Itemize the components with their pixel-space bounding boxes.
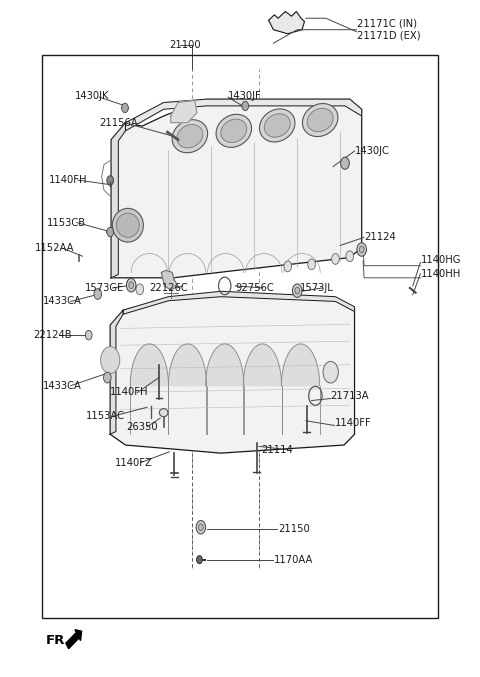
Text: 21150: 21150 — [278, 523, 310, 533]
Ellipse shape — [112, 209, 144, 242]
Polygon shape — [205, 344, 244, 386]
Text: 26350: 26350 — [126, 422, 158, 432]
Circle shape — [104, 372, 111, 383]
Circle shape — [199, 524, 203, 531]
Ellipse shape — [302, 104, 338, 137]
Circle shape — [323, 362, 338, 383]
Polygon shape — [110, 310, 123, 434]
Circle shape — [107, 176, 114, 185]
Circle shape — [284, 261, 291, 271]
Ellipse shape — [221, 119, 247, 143]
Polygon shape — [161, 270, 178, 290]
Text: 1140FH: 1140FH — [49, 175, 88, 185]
Text: 1140HH: 1140HH — [420, 269, 461, 279]
Ellipse shape — [116, 213, 139, 238]
Circle shape — [94, 288, 102, 299]
Circle shape — [136, 284, 144, 294]
Ellipse shape — [159, 409, 168, 417]
Polygon shape — [269, 12, 304, 34]
Circle shape — [107, 227, 114, 237]
Text: 22126C: 22126C — [149, 283, 188, 293]
Text: 1433CA: 1433CA — [42, 297, 81, 307]
Circle shape — [346, 251, 354, 261]
Polygon shape — [130, 344, 168, 386]
Polygon shape — [168, 344, 206, 386]
Text: 92756C: 92756C — [235, 283, 274, 293]
Text: 22124B: 22124B — [33, 330, 72, 340]
Text: 1153CB: 1153CB — [47, 217, 86, 227]
Circle shape — [341, 157, 349, 169]
Circle shape — [308, 259, 315, 269]
Text: 1140FF: 1140FF — [335, 418, 371, 429]
Text: 1152AA: 1152AA — [35, 243, 74, 253]
Circle shape — [332, 254, 339, 264]
Ellipse shape — [177, 125, 203, 148]
Text: 21713A: 21713A — [331, 391, 369, 401]
Polygon shape — [281, 344, 320, 386]
Text: 1430JF: 1430JF — [228, 91, 262, 101]
Circle shape — [126, 279, 134, 290]
Text: 1573JL: 1573JL — [300, 283, 334, 293]
Circle shape — [360, 246, 364, 253]
Circle shape — [129, 282, 133, 288]
Polygon shape — [171, 100, 197, 123]
Ellipse shape — [172, 120, 208, 153]
Bar — [42, 56, 438, 618]
Polygon shape — [125, 99, 362, 131]
Text: FR.: FR. — [45, 634, 70, 647]
Ellipse shape — [264, 114, 290, 137]
Circle shape — [85, 330, 92, 340]
Polygon shape — [111, 123, 125, 278]
Circle shape — [295, 287, 300, 294]
Polygon shape — [110, 292, 355, 453]
Polygon shape — [111, 99, 362, 278]
Text: 21171C (IN)
21171D (EX): 21171C (IN) 21171D (EX) — [357, 19, 420, 41]
Text: 1573GE: 1573GE — [85, 283, 124, 293]
Circle shape — [242, 101, 249, 110]
Text: 1170AA: 1170AA — [275, 554, 314, 565]
Circle shape — [357, 243, 366, 257]
Circle shape — [197, 556, 202, 564]
Polygon shape — [123, 291, 355, 314]
Text: 1140FZ: 1140FZ — [115, 458, 153, 468]
Circle shape — [196, 521, 205, 534]
Text: 21124: 21124 — [364, 232, 396, 242]
Polygon shape — [243, 344, 281, 386]
Text: 1153AC: 1153AC — [86, 411, 125, 421]
FancyArrow shape — [66, 630, 82, 649]
Circle shape — [101, 347, 120, 374]
Text: 21114: 21114 — [262, 445, 293, 455]
Text: 1430JK: 1430JK — [75, 91, 110, 101]
Text: 1430JC: 1430JC — [355, 146, 389, 156]
Text: 1140HG: 1140HG — [420, 255, 461, 265]
Text: 21100: 21100 — [169, 40, 201, 50]
Circle shape — [292, 284, 302, 297]
Ellipse shape — [260, 109, 295, 142]
Text: 21156A: 21156A — [99, 118, 138, 128]
Circle shape — [126, 278, 136, 292]
Circle shape — [121, 103, 128, 112]
Text: 1140FH: 1140FH — [110, 387, 149, 397]
Text: 1433CA: 1433CA — [42, 380, 81, 391]
Ellipse shape — [307, 108, 333, 132]
Ellipse shape — [216, 114, 252, 148]
